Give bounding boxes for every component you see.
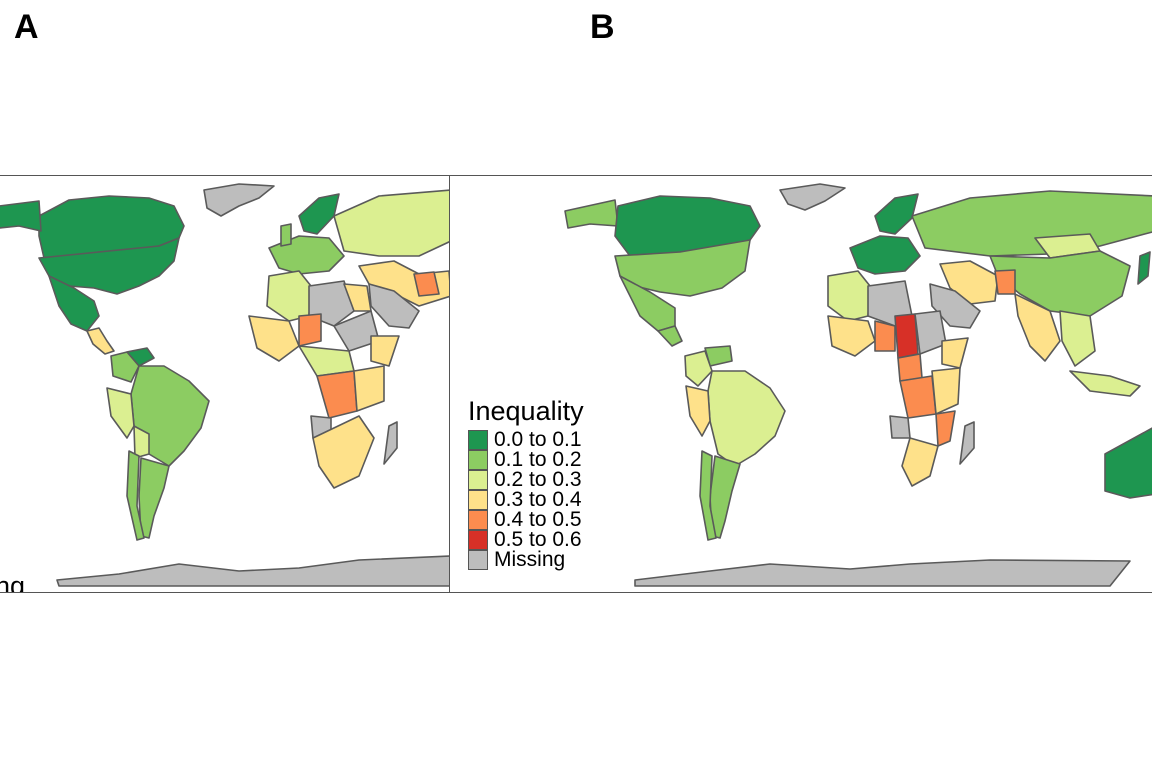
argentina	[138, 457, 170, 539]
southern-africa	[901, 437, 939, 487]
mexico	[48, 275, 100, 332]
legend-item: 0.5 to 0.6	[468, 528, 584, 551]
scandinavia	[874, 193, 919, 235]
legend-item: 0.4 to 0.5	[468, 508, 584, 531]
world-map-a	[0, 183, 449, 587]
angola	[889, 415, 911, 439]
legend-swatch	[468, 550, 488, 570]
legend-swatch	[468, 430, 488, 450]
australia	[1104, 427, 1152, 499]
ethiopia	[941, 337, 969, 369]
map-panel-b	[449, 175, 1152, 593]
legend-item: 0.1 to 0.2	[468, 448, 584, 471]
drc	[899, 375, 937, 419]
colombia	[110, 351, 140, 383]
russia	[911, 190, 1152, 257]
map-legend: Inequality 0.0 to 0.1 0.1 to 0.2 0.2 to 0.…	[468, 396, 584, 570]
greenland	[203, 183, 275, 217]
central-america	[86, 327, 115, 355]
legend-swatch	[468, 510, 488, 530]
russia	[333, 189, 449, 257]
legend-item: Missing	[468, 548, 584, 571]
uk	[280, 223, 292, 247]
bolivia	[133, 425, 150, 459]
madagascar	[959, 421, 975, 465]
legend-label: 0.5 to 0.6	[494, 528, 582, 551]
drc	[316, 370, 358, 419]
arabia	[929, 283, 981, 329]
chile	[126, 450, 145, 541]
legend-title: Inequality	[468, 396, 584, 426]
east-africa	[353, 365, 385, 412]
legend-label: 0.0 to 0.1	[494, 428, 582, 451]
antarctica	[634, 559, 1131, 587]
world-map-b	[564, 183, 1152, 587]
indonesia	[1069, 370, 1141, 397]
antarctica	[56, 555, 449, 587]
legend-swatch	[468, 530, 488, 550]
europe-west	[268, 235, 345, 275]
iran	[413, 271, 440, 297]
colombia	[684, 350, 713, 387]
chile	[699, 450, 717, 541]
central-america	[657, 325, 683, 347]
nw-africa	[827, 270, 871, 322]
brazil	[707, 370, 786, 467]
map-panel-a: ng	[0, 175, 450, 593]
peru	[106, 387, 135, 439]
legend-item: 0.2 to 0.3	[468, 468, 584, 491]
west-africa	[827, 315, 876, 357]
panel-label-b: B	[590, 8, 615, 46]
legend-swatch	[468, 450, 488, 470]
europe-west	[849, 235, 921, 275]
india	[1014, 293, 1061, 362]
legend-label: Missing	[494, 548, 566, 571]
nigeria	[874, 320, 896, 352]
ethiopia	[370, 335, 400, 367]
west-africa	[248, 315, 300, 362]
legend-swatch	[468, 490, 488, 510]
legend-label: 0.2 to 0.3	[494, 468, 582, 491]
iran	[994, 269, 1016, 295]
greenland	[779, 183, 846, 211]
nigeria	[298, 313, 322, 347]
southern-africa	[312, 415, 375, 489]
east-africa	[931, 367, 961, 415]
legend-items: 0.0 to 0.1 0.1 to 0.2 0.2 to 0.3 0.3 to 0.4…	[468, 428, 584, 571]
legend-label: 0.4 to 0.5	[494, 508, 582, 531]
central-africa	[897, 353, 923, 382]
alaska	[564, 199, 619, 229]
madagascar	[383, 421, 398, 465]
legend-swatch	[468, 470, 488, 490]
legend-item: 0.3 to 0.4	[468, 488, 584, 511]
legend-label: 0.1 to 0.2	[494, 448, 582, 471]
cut-legend-title-a: ng	[0, 571, 26, 593]
panel-label-a: A	[14, 8, 39, 46]
peru	[685, 385, 711, 437]
alaska	[0, 200, 42, 232]
japan	[1137, 251, 1151, 285]
scandinavia	[298, 193, 340, 235]
nw-africa	[266, 270, 312, 322]
legend-item: 0.0 to 0.1	[468, 428, 584, 451]
mozambique	[935, 410, 956, 447]
middle-east	[939, 260, 999, 305]
se-asia	[1059, 310, 1096, 367]
legend-label: 0.3 to 0.4	[494, 488, 582, 511]
chad	[894, 313, 919, 359]
